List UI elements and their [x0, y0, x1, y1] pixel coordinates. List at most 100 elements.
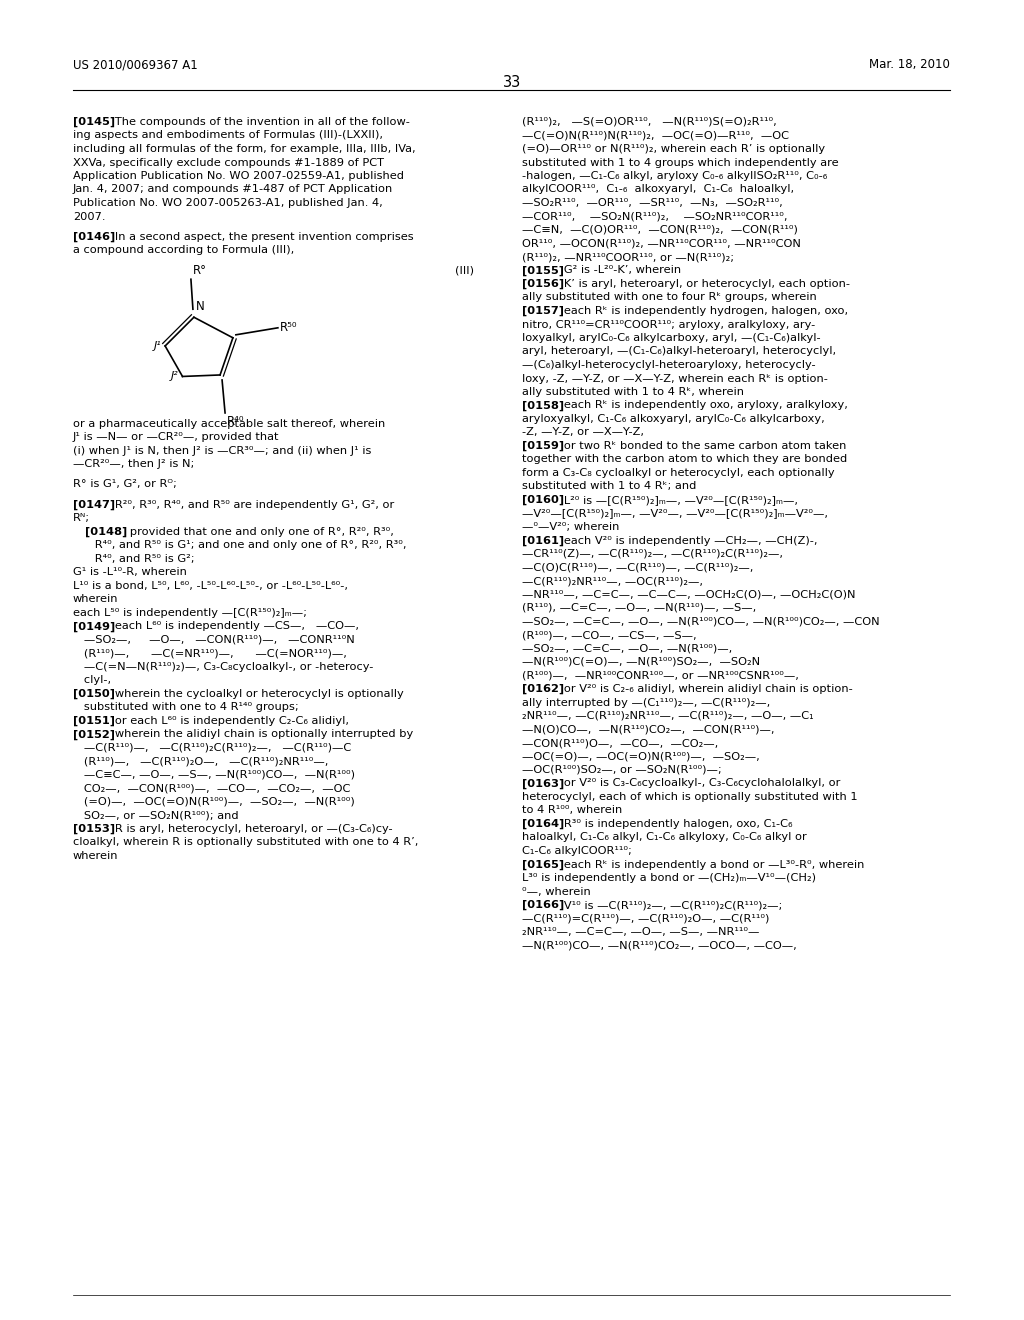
- Text: R³⁰ is independently halogen, oxo, C₁-C₆: R³⁰ is independently halogen, oxo, C₁-C₆: [553, 818, 792, 829]
- Text: —COR¹¹⁰,    —SO₂N(R¹¹⁰)₂,    —SO₂NR¹¹⁰COR¹¹⁰,: —COR¹¹⁰, —SO₂N(R¹¹⁰)₂, —SO₂NR¹¹⁰COR¹¹⁰,: [522, 211, 787, 222]
- Text: to 4 R¹⁰⁰, wherein: to 4 R¹⁰⁰, wherein: [522, 805, 623, 816]
- Text: XXVa, specifically exclude compounds #1-1889 of PCT: XXVa, specifically exclude compounds #1-…: [73, 157, 384, 168]
- Text: ally interrupted by —(C₁¹¹⁰)₂—, —C(R¹¹⁰)₂—,: ally interrupted by —(C₁¹¹⁰)₂—, —C(R¹¹⁰)…: [522, 697, 770, 708]
- Text: [0149]: [0149]: [73, 622, 116, 631]
- Text: wherein the alidiyl chain is optionally interrupted by: wherein the alidiyl chain is optionally …: [103, 729, 413, 739]
- Text: Application Publication No. WO 2007-02559-A1, published: Application Publication No. WO 2007-0255…: [73, 172, 404, 181]
- Text: Publication No. WO 2007-005263-A1, published Jan. 4,: Publication No. WO 2007-005263-A1, publi…: [73, 198, 383, 209]
- Text: clyl-,: clyl-,: [73, 676, 112, 685]
- Text: wherein the cycloalkyl or heterocyclyl is optionally: wherein the cycloalkyl or heterocyclyl i…: [103, 689, 403, 698]
- Text: alkylCOOR¹¹⁰,  C₁-₆  alkoxyaryl,  C₁-C₆  haloalkyl,: alkylCOOR¹¹⁰, C₁-₆ alkoxyaryl, C₁-C₆ hal…: [522, 185, 795, 194]
- Text: [0147]: [0147]: [73, 500, 115, 510]
- Text: J¹ is —N— or —CR²⁰—, provided that: J¹ is —N— or —CR²⁰—, provided that: [73, 432, 280, 442]
- Text: ⁰—, wherein: ⁰—, wherein: [522, 887, 591, 896]
- Text: 33: 33: [503, 75, 521, 90]
- Text: The compounds of the invention in all of the follow-: The compounds of the invention in all of…: [103, 117, 410, 127]
- Text: G² is -L²⁰-K’, wherein: G² is -L²⁰-K’, wherein: [553, 265, 681, 276]
- Text: or V²⁰ is C₃-C₆cycloalkyl-, C₃-C₆cyclohalolalkyl, or: or V²⁰ is C₃-C₆cycloalkyl-, C₃-C₆cycloha…: [553, 779, 840, 788]
- Text: wherein: wherein: [73, 594, 119, 605]
- Text: each Rᵏ is independently oxo, aryloxy, aralkyloxy,: each Rᵏ is independently oxo, aryloxy, a…: [553, 400, 848, 411]
- Text: R is aryl, heterocyclyl, heteroaryl, or —(C₃-C₆)cy-: R is aryl, heterocyclyl, heteroaryl, or …: [103, 824, 392, 834]
- Text: [0166]: [0166]: [522, 900, 564, 911]
- Text: each V²⁰ is independently —CH₂—, —CH(Z)-,: each V²⁰ is independently —CH₂—, —CH(Z)-…: [553, 536, 817, 545]
- Text: (R¹¹⁰)—,   —C(R¹¹⁰)₂O—,   —C(R¹¹⁰)₂NR¹¹⁰—,: (R¹¹⁰)—, —C(R¹¹⁰)₂O—, —C(R¹¹⁰)₂NR¹¹⁰—,: [73, 756, 329, 766]
- Text: R⁴⁰, and R⁵⁰ is G¹; and one and only one of R°, R²⁰, R³⁰,: R⁴⁰, and R⁵⁰ is G¹; and one and only one…: [73, 540, 407, 550]
- Text: CO₂—,  —CON(R¹⁰⁰)—,  —CO—,  —CO₂—,  —OC: CO₂—, —CON(R¹⁰⁰)—, —CO—, —CO₂—, —OC: [73, 783, 350, 793]
- Text: (R¹⁰⁰)—,  —NR¹⁰⁰CONR¹⁰⁰—, or —NR¹⁰⁰CSNR¹⁰⁰—,: (R¹⁰⁰)—, —NR¹⁰⁰CONR¹⁰⁰—, or —NR¹⁰⁰CSNR¹⁰…: [522, 671, 799, 681]
- Text: each Rᵏ is independently a bond or —L³⁰-R⁰, wherein: each Rᵏ is independently a bond or —L³⁰-…: [553, 859, 864, 870]
- Text: ally substituted with one to four Rᵏ groups, wherein: ally substituted with one to four Rᵏ gro…: [522, 293, 817, 302]
- Text: or each L⁶⁰ is independently C₂-C₆ alidiyl,: or each L⁶⁰ is independently C₂-C₆ alidi…: [103, 715, 348, 726]
- Text: J²: J²: [171, 371, 178, 381]
- Text: together with the carbon atom to which they are bonded: together with the carbon atom to which t…: [522, 454, 847, 465]
- Text: provided that one and only one of R°, R²⁰, R³⁰,: provided that one and only one of R°, R²…: [119, 527, 393, 537]
- Text: Mar. 18, 2010: Mar. 18, 2010: [869, 58, 950, 71]
- Text: —C(R¹¹⁰)₂NR¹¹⁰—, —OC(R¹¹⁰)₂—,: —C(R¹¹⁰)₂NR¹¹⁰—, —OC(R¹¹⁰)₂—,: [522, 576, 703, 586]
- Text: [0145]: [0145]: [73, 117, 115, 127]
- Text: (R¹¹⁰)₂, —NR¹¹⁰COOR¹¹⁰, or —N(R¹¹⁰)₂;: (R¹¹⁰)₂, —NR¹¹⁰COOR¹¹⁰, or —N(R¹¹⁰)₂;: [522, 252, 734, 261]
- Text: —(C₆)alkyl-heterocyclyl-heteroaryloxy, heterocycly-: —(C₆)alkyl-heterocyclyl-heteroaryloxy, h…: [522, 360, 816, 370]
- Text: ally substituted with 1 to 4 Rᵏ, wherein: ally substituted with 1 to 4 Rᵏ, wherein: [522, 387, 744, 397]
- Text: or two Rᵏ bonded to the same carbon atom taken: or two Rᵏ bonded to the same carbon atom…: [553, 441, 846, 451]
- Text: R⁵⁰: R⁵⁰: [280, 321, 297, 334]
- Text: [0161]: [0161]: [522, 536, 564, 545]
- Text: aryl, heteroaryl, —(C₁-C₆)alkyl-heteroaryl, heterocyclyl,: aryl, heteroaryl, —(C₁-C₆)alkyl-heteroar…: [522, 346, 837, 356]
- Text: —C≡N,  —C(O)OR¹¹⁰,  —CON(R¹¹⁰)₂,  —CON(R¹¹⁰): —C≡N, —C(O)OR¹¹⁰, —CON(R¹¹⁰)₂, —CON(R¹¹⁰…: [522, 224, 798, 235]
- Text: —C(R¹¹⁰)—,   —C(R¹¹⁰)₂C(R¹¹⁰)₂—,   —C(R¹¹⁰)—C: —C(R¹¹⁰)—, —C(R¹¹⁰)₂C(R¹¹⁰)₂—, —C(R¹¹⁰)—…: [73, 743, 351, 752]
- Text: wherein: wherein: [73, 851, 119, 861]
- Text: R⁴⁰, and R⁵⁰ is G²;: R⁴⁰, and R⁵⁰ is G²;: [73, 554, 195, 564]
- Text: [0162]: [0162]: [522, 684, 564, 694]
- Text: each L⁶⁰ is independently —CS—,   —CO—,: each L⁶⁰ is independently —CS—, —CO—,: [103, 622, 358, 631]
- Text: US 2010/0069367 A1: US 2010/0069367 A1: [73, 58, 198, 71]
- Text: (R¹¹⁰)₂,   —S(=O)OR¹¹⁰,   —N(R¹¹⁰)S(=O)₂R¹¹⁰,: (R¹¹⁰)₂, —S(=O)OR¹¹⁰, —N(R¹¹⁰)S(=O)₂R¹¹⁰…: [522, 117, 777, 127]
- Text: L¹⁰ is a bond, L⁵⁰, L⁶⁰, -L⁵⁰-L⁶⁰-L⁵⁰-, or -L⁶⁰-L⁵⁰-L⁶⁰-,: L¹⁰ is a bond, L⁵⁰, L⁶⁰, -L⁵⁰-L⁶⁰-L⁵⁰-, …: [73, 581, 348, 591]
- Text: L³⁰ is independently a bond or —(CH₂)ₘ—V¹⁰—(CH₂): L³⁰ is independently a bond or —(CH₂)ₘ—V…: [522, 873, 816, 883]
- Text: loxy, -Z, —Y-Z, or —X—Y-Z, wherein each Rᵏ is option-: loxy, -Z, —Y-Z, or —X—Y-Z, wherein each …: [522, 374, 827, 384]
- Text: —NR¹¹⁰—, —C=C—, —C—C—, —OCH₂C(O)—, —OCH₂C(O)N: —NR¹¹⁰—, —C=C—, —C—C—, —OCH₂C(O)—, —OCH₂…: [522, 590, 855, 599]
- Text: L²⁰ is —[C(R¹⁵⁰)₂]ₘ—, —V²⁰—[C(R¹⁵⁰)₂]ₘ—,: L²⁰ is —[C(R¹⁵⁰)₂]ₘ—, —V²⁰—[C(R¹⁵⁰)₂]ₘ—,: [553, 495, 798, 506]
- Text: substituted with one to 4 R¹⁴⁰ groups;: substituted with one to 4 R¹⁴⁰ groups;: [73, 702, 299, 713]
- Text: R⁴⁰: R⁴⁰: [227, 414, 245, 428]
- Text: [0151]: [0151]: [73, 715, 115, 726]
- Text: cloalkyl, wherein R is optionally substituted with one to 4 R’,: cloalkyl, wherein R is optionally substi…: [73, 837, 419, 847]
- Text: —SO₂R¹¹⁰,  —OR¹¹⁰,  —SR¹¹⁰,  —N₃,  —SO₂R¹¹⁰,: —SO₂R¹¹⁰, —OR¹¹⁰, —SR¹¹⁰, —N₃, —SO₂R¹¹⁰,: [522, 198, 782, 209]
- Text: —SO₂—,     —O—,   —CON(R¹¹⁰)—,   —CONR¹¹⁰N: —SO₂—, —O—, —CON(R¹¹⁰)—, —CONR¹¹⁰N: [73, 635, 354, 644]
- Text: [0148]: [0148]: [73, 527, 127, 537]
- Text: (R¹⁰⁰)—, —CO—, —CS—, —S—,: (R¹⁰⁰)—, —CO—, —CS—, —S—,: [522, 630, 696, 640]
- Text: [0152]: [0152]: [73, 729, 115, 739]
- Text: (R¹¹⁰), —C=C—, —O—, —N(R¹¹⁰)—, —S—,: (R¹¹⁰), —C=C—, —O—, —N(R¹¹⁰)—, —S—,: [522, 603, 757, 612]
- Text: —C(=N—N(R¹¹⁰)₂)—, C₃-C₈cycloalkyl-, or -heterocy-: —C(=N—N(R¹¹⁰)₂)—, C₃-C₈cycloalkyl-, or -…: [73, 661, 374, 672]
- Text: V¹⁰ is —C(R¹¹⁰)₂—, —C(R¹¹⁰)₂C(R¹¹⁰)₂—;: V¹⁰ is —C(R¹¹⁰)₂—, —C(R¹¹⁰)₂C(R¹¹⁰)₂—;: [553, 900, 782, 909]
- Text: R²⁰, R³⁰, R⁴⁰, and R⁵⁰ are independently G¹, G², or: R²⁰, R³⁰, R⁴⁰, and R⁵⁰ are independently…: [103, 500, 394, 510]
- Text: nitro, CR¹¹⁰=CR¹¹⁰COOR¹¹⁰; aryloxy, aralkyloxy, ary-: nitro, CR¹¹⁰=CR¹¹⁰COOR¹¹⁰; aryloxy, aral…: [522, 319, 815, 330]
- Text: C₁-C₆ alkylCOOR¹¹⁰;: C₁-C₆ alkylCOOR¹¹⁰;: [522, 846, 632, 855]
- Text: each L⁵⁰ is independently —[C(R¹⁵⁰)₂]ₘ—;: each L⁵⁰ is independently —[C(R¹⁵⁰)₂]ₘ—;: [73, 607, 307, 618]
- Text: [0163]: [0163]: [522, 779, 564, 789]
- Text: heterocyclyl, each of which is optionally substituted with 1: heterocyclyl, each of which is optionall…: [522, 792, 858, 803]
- Text: [0165]: [0165]: [522, 859, 564, 870]
- Text: Jan. 4, 2007; and compounds #1-487 of PCT Application: Jan. 4, 2007; and compounds #1-487 of PC…: [73, 185, 393, 194]
- Text: ₂NR¹¹⁰—, —C=C—, —O—, —S—, —NR¹¹⁰—: ₂NR¹¹⁰—, —C=C—, —O—, —S—, —NR¹¹⁰—: [522, 927, 760, 937]
- Text: [0150]: [0150]: [73, 689, 115, 700]
- Text: —C(R¹¹⁰)=C(R¹¹⁰)—, —C(R¹¹⁰)₂O—, —C(R¹¹⁰): —C(R¹¹⁰)=C(R¹¹⁰)—, —C(R¹¹⁰)₂O—, —C(R¹¹⁰): [522, 913, 769, 924]
- Text: —SO₂—, —C=C—, —O—, —N(R¹⁰⁰)CO—, —N(R¹⁰⁰)CO₂—, —CON: —SO₂—, —C=C—, —O—, —N(R¹⁰⁰)CO—, —N(R¹⁰⁰)…: [522, 616, 880, 627]
- Text: ₂NR¹¹⁰—, —C(R¹¹⁰)₂NR¹¹⁰—, —C(R¹¹⁰)₂—, —O—, —C₁: ₂NR¹¹⁰—, —C(R¹¹⁰)₂NR¹¹⁰—, —C(R¹¹⁰)₂—, —O…: [522, 711, 814, 721]
- Text: or V²⁰ is C₂-₆ alidiyl, wherein alidiyl chain is option-: or V²⁰ is C₂-₆ alidiyl, wherein alidiyl …: [553, 684, 852, 694]
- Text: each Rᵏ is independently hydrogen, halogen, oxo,: each Rᵏ is independently hydrogen, halog…: [553, 306, 848, 315]
- Text: R° is G¹, G², or Rᴼ;: R° is G¹, G², or Rᴼ;: [73, 479, 177, 490]
- Text: —⁰—V²⁰; wherein: —⁰—V²⁰; wherein: [522, 521, 620, 532]
- Text: [0153]: [0153]: [73, 824, 115, 834]
- Text: In a second aspect, the present invention comprises: In a second aspect, the present inventio…: [103, 232, 413, 242]
- Text: loxyalkyl, arylC₀-C₆ alkylcarboxy, aryl, —(C₁-C₆)alkyl-: loxyalkyl, arylC₀-C₆ alkylcarboxy, aryl,…: [522, 333, 820, 343]
- Text: 2007.: 2007.: [73, 211, 105, 222]
- Text: —C(O)C(R¹¹⁰)—, —C(R¹¹⁰)—, —C(R¹¹⁰)₂—,: —C(O)C(R¹¹⁰)—, —C(R¹¹⁰)—, —C(R¹¹⁰)₂—,: [522, 562, 754, 573]
- Text: —CR¹¹⁰(Z)—, —C(R¹¹⁰)₂—, —C(R¹¹⁰)₂C(R¹¹⁰)₂—,: —CR¹¹⁰(Z)—, —C(R¹¹⁰)₂—, —C(R¹¹⁰)₂C(R¹¹⁰)…: [522, 549, 783, 558]
- Text: [0157]: [0157]: [522, 306, 564, 317]
- Text: [0160]: [0160]: [522, 495, 564, 506]
- Text: —N(O)CO—,  —N(R¹¹⁰)CO₂—,  —CON(R¹¹⁰)—,: —N(O)CO—, —N(R¹¹⁰)CO₂—, —CON(R¹¹⁰)—,: [522, 725, 774, 734]
- Text: SO₂—, or —SO₂N(R¹⁰⁰); and: SO₂—, or —SO₂N(R¹⁰⁰); and: [73, 810, 239, 820]
- Text: —N(R¹⁰⁰)CO—, —N(R¹¹⁰)CO₂—, —OCO—, —CO—,: —N(R¹⁰⁰)CO—, —N(R¹¹⁰)CO₂—, —OCO—, —CO—,: [522, 940, 797, 950]
- Text: [0146]: [0146]: [73, 232, 116, 242]
- Text: K’ is aryl, heteroaryl, or heterocyclyl, each option-: K’ is aryl, heteroaryl, or heterocyclyl,…: [553, 279, 850, 289]
- Text: —OC(R¹⁰⁰)SO₂—, or —SO₂N(R¹⁰⁰)—;: —OC(R¹⁰⁰)SO₂—, or —SO₂N(R¹⁰⁰)—;: [522, 766, 722, 775]
